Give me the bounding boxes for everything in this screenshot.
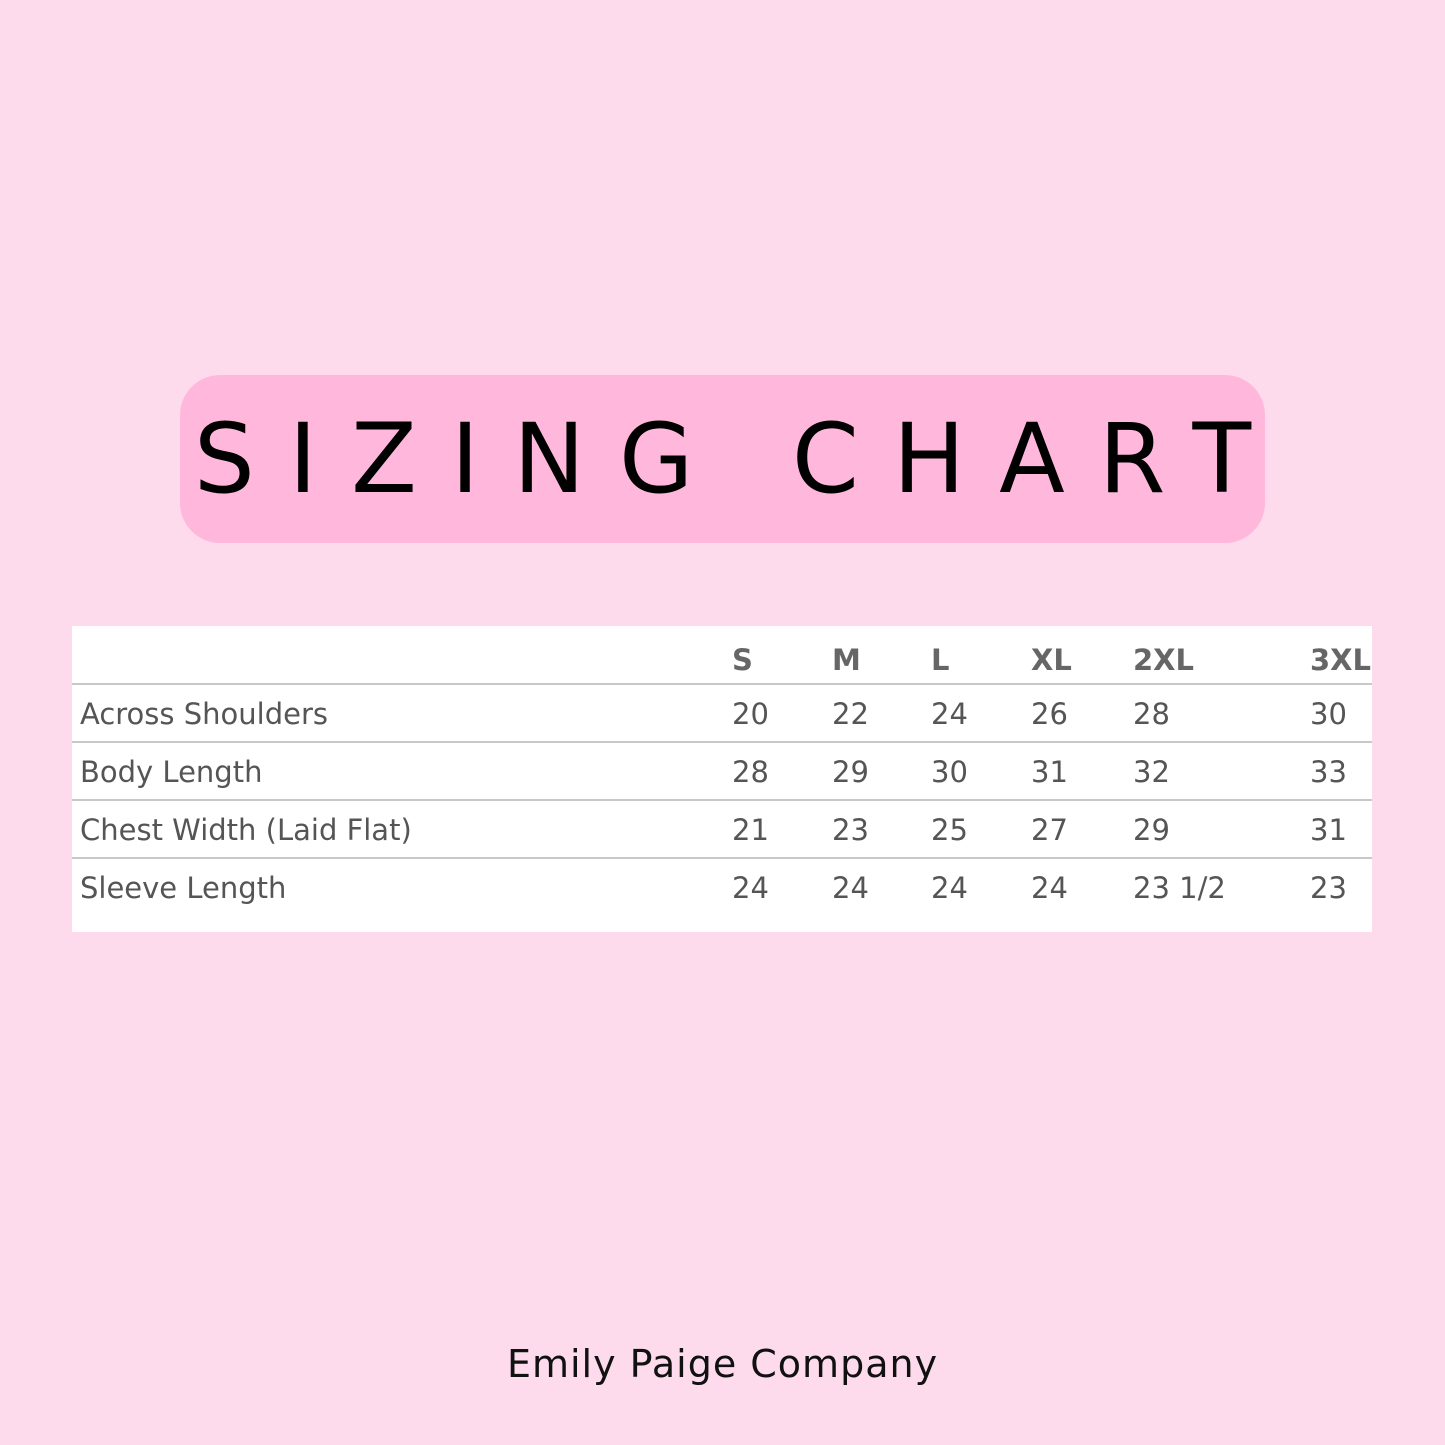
table-cell: 23 [1310,871,1347,905]
table-cell: 26 [1031,697,1068,731]
column-header: L [931,643,950,677]
brand-footer: Emily Paige Company [506,1342,939,1386]
table-cell: 31 [1031,755,1068,789]
table-cell: 30 [931,755,968,789]
table-cell: 28 [1133,697,1170,731]
table-cell: 24 [931,697,968,731]
table-cell: 20 [732,697,769,731]
table-cell: 33 [1310,755,1347,789]
table-cell: 23 [832,813,869,847]
column-header: 3XL [1310,643,1372,677]
table-cell: 31 [1310,813,1347,847]
table-cell: 21 [732,813,769,847]
column-header: M [832,643,861,677]
row-label: Chest Width (Laid Flat) [80,813,412,847]
table-cell: 24 [1031,871,1068,905]
table-row: Across Shoulders 20 22 24 26 28 30 [72,683,1372,743]
row-label: Across Shoulders [80,697,328,731]
table-row: Body Length 28 29 30 31 32 33 [72,741,1372,801]
table-cell: 29 [1133,813,1170,847]
column-header: XL [1031,643,1072,677]
table-header-row: S M L XL 2XL 3XL [72,626,1372,684]
table-cell: 23 1/2 [1133,871,1226,905]
table-cell: 28 [732,755,769,789]
table-cell: 24 [931,871,968,905]
title-banner: SIZING CHART [180,375,1265,543]
table-cell: 24 [832,871,869,905]
page-title: SIZING CHART [193,403,1286,515]
table-row: Sleeve Length 24 24 24 24 23 1/2 23 [72,857,1372,917]
column-header: 2XL [1133,643,1195,677]
table-cell: 29 [832,755,869,789]
row-label: Body Length [80,755,263,789]
table-cell: 25 [931,813,968,847]
table-cell: 27 [1031,813,1068,847]
table-cell: 22 [832,697,869,731]
table-cell: 32 [1133,755,1170,789]
table-row: Chest Width (Laid Flat) 21 23 25 27 29 31 [72,799,1372,859]
table-cell: 24 [732,871,769,905]
sizing-table: S M L XL 2XL 3XL Across Shoulders 20 22 24 26 28 30 B… [72,626,1372,932]
table-cell: 30 [1310,697,1347,731]
column-header: S [732,643,753,677]
row-label: Sleeve Length [80,871,287,905]
